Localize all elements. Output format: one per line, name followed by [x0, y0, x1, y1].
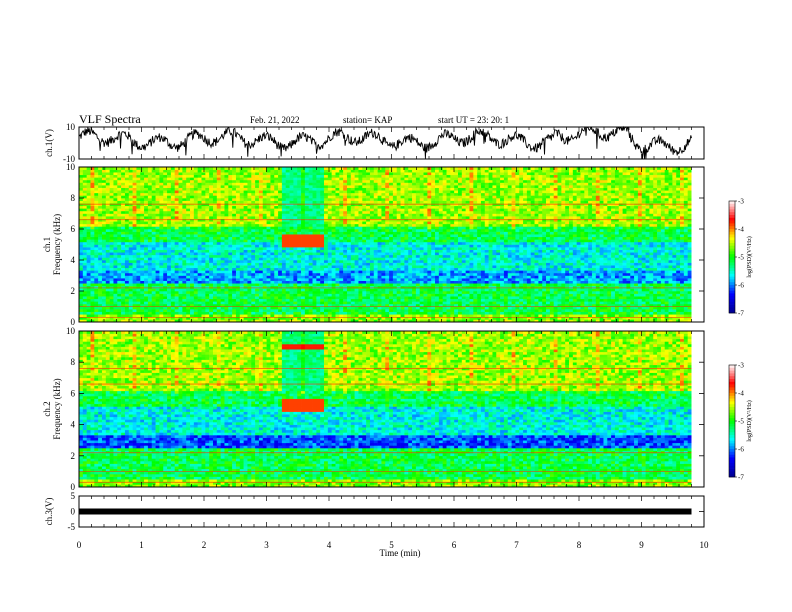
no-data-strip — [691, 167, 704, 322]
s2-y-tick-label: 0 — [71, 482, 76, 492]
s2-y-tick-label: 2 — [71, 451, 76, 461]
ch2-colorbar-label: log(PSD)(V²/Hz) — [746, 400, 753, 441]
time-tick-label: 3 — [264, 540, 269, 550]
start-time-label: start UT = 23: 20: 1 — [438, 115, 509, 125]
s2-y-tick-label: 6 — [71, 388, 76, 398]
time-tick-label: 0 — [77, 540, 82, 550]
colorbar-tick-label: -4 — [738, 226, 744, 234]
colorbar-tick-label: -3 — [738, 198, 744, 206]
ch1-axis-label: ch.1(V) — [44, 129, 54, 157]
spectrogram-image — [79, 331, 692, 488]
s1-y-tick-label: 6 — [71, 224, 76, 234]
ch1-frequency-axis-label: Frequency (kHz) — [52, 214, 62, 275]
s2-y-tick-label: 10 — [66, 326, 76, 336]
colorbar-tick-label: -7 — [738, 474, 744, 482]
colorbar-tick-label: -6 — [738, 282, 744, 290]
s2-y-tick-label: 4 — [71, 420, 76, 430]
s1-y-tick-label: 0 — [71, 317, 76, 327]
ch1-colorbar-label: log(PSD)(V²/Hz) — [746, 236, 753, 277]
colorbar-tick-label: -3 — [738, 362, 744, 370]
time-tick-label: 5 — [389, 540, 394, 550]
s1-y-tick-label: 10 — [66, 162, 76, 172]
time-tick-label: 9 — [639, 540, 644, 550]
ch2-spectrogram-channel-label: ch.2 — [42, 401, 52, 416]
ch1-spectrogram-channel-label: ch.1 — [42, 237, 52, 252]
s2-y-tick-label: 8 — [71, 357, 76, 367]
time-tick-label: 8 — [577, 540, 582, 550]
colorbar-tick-label: -5 — [738, 418, 744, 426]
ch3-y-tick-label: 5 — [71, 491, 76, 501]
colorbar-tick-label: -5 — [738, 254, 744, 262]
ch3-waveform-panel: 5 0 -5 ch.3(V) — [44, 491, 705, 532]
ch1-waveform-trace — [78, 125, 692, 159]
ch2-colorbar: -3 -4 -5 -6 -7 — [728, 362, 744, 482]
time-tick-label: 1 — [139, 540, 144, 550]
s1-y-tick-label: 2 — [71, 286, 76, 296]
time-axis: 0 1 2 3 4 5 6 7 8 9 10 — [77, 540, 709, 550]
figure-title: VLF Spectra — [79, 112, 141, 126]
time-axis-label: Time (min) — [380, 548, 421, 558]
time-tick-label: 10 — [700, 540, 710, 550]
station-label: station= KAP — [343, 115, 392, 125]
s1-y-tick-label: 8 — [71, 193, 76, 203]
date-label: Feb. 21, 2022 — [250, 115, 300, 125]
ch3-y-tick-label: -5 — [68, 522, 76, 532]
time-tick-label: 2 — [202, 540, 207, 550]
no-data-strip — [691, 331, 704, 487]
ch2-frequency-axis-label: Frequency (kHz) — [52, 378, 62, 439]
ch1-colorbar: -3 -4 -5 -6 -7 — [728, 198, 744, 318]
ch3-axis-label: ch.3(V) — [44, 498, 54, 526]
s1-y-tick-label: 4 — [71, 255, 76, 265]
time-tick-label: 4 — [327, 540, 332, 550]
time-tick-label: 7 — [514, 540, 519, 550]
colorbar-tick-label: -4 — [738, 390, 744, 398]
ch3-waveform-trace — [79, 508, 692, 515]
ch1-y-tick-label: -10 — [63, 154, 75, 164]
ch1-y-tick-label: 10 — [66, 122, 76, 132]
ch3-y-tick-label: 0 — [71, 507, 76, 517]
ch1-waveform-panel: 10 -10 ch.1(V) — [44, 122, 705, 164]
colorbar-tick-label: -6 — [738, 446, 744, 454]
colorbar-tick-label: -7 — [738, 310, 744, 318]
spectrogram-image — [79, 167, 692, 323]
time-tick-label: 6 — [452, 540, 457, 550]
